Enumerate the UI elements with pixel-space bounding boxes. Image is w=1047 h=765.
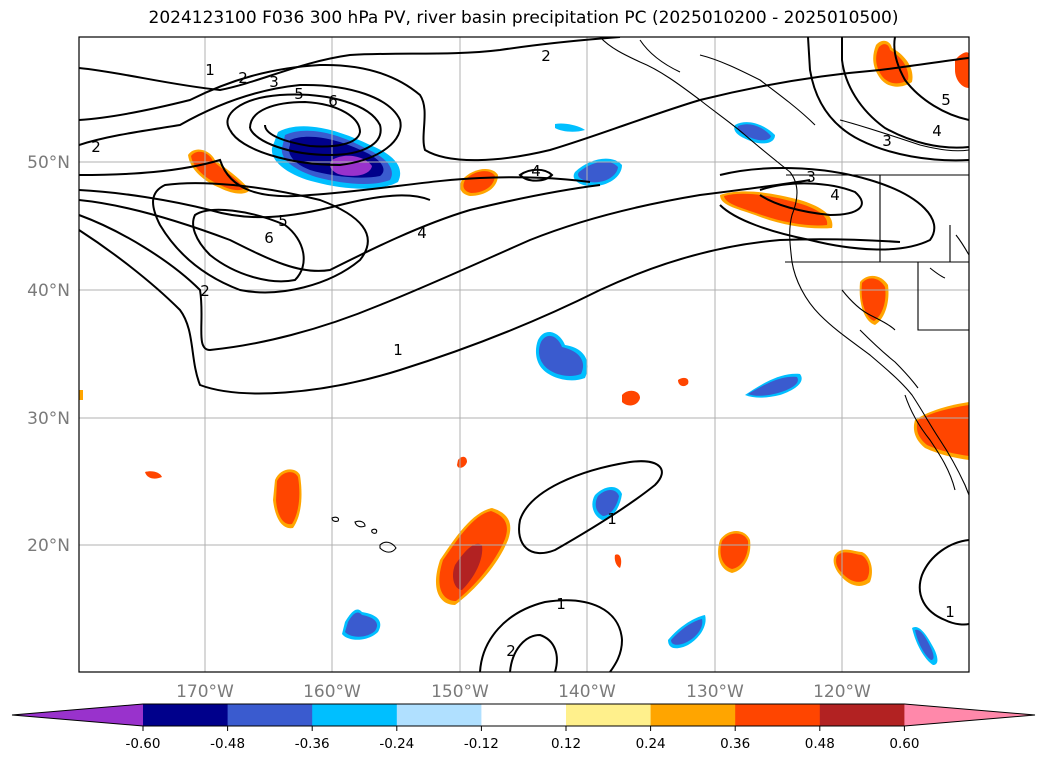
- latitude-labels: 50°N 40°N 30°N 20°N: [27, 153, 70, 556]
- lon-label: 150°W: [431, 682, 489, 702]
- map-title: 2024123100 F036 300 hPa PV, river basin …: [148, 8, 899, 28]
- colorbar-segment: [481, 704, 567, 726]
- colorbar-tick-label: 0.24: [636, 736, 666, 752]
- colorbar-segment: [566, 704, 652, 726]
- lon-label: 170°W: [176, 682, 234, 702]
- lon-label: 120°W: [813, 682, 871, 702]
- colorbar-tick-label: -0.12: [464, 736, 499, 752]
- lon-label: 140°W: [558, 682, 616, 702]
- colorbar-tick-label: 0.60: [889, 736, 919, 752]
- colorbar-tick-label: -0.60: [126, 736, 161, 752]
- contour-label: 4: [531, 162, 541, 180]
- colorbar-segment: [650, 704, 736, 726]
- plot-frame: [78, 36, 970, 673]
- colorbar-tick-label: 0.48: [805, 736, 835, 752]
- colorbar-segment: [735, 704, 821, 726]
- contour-label: 2: [541, 47, 551, 65]
- colorbar-extend-max: [904, 704, 1035, 726]
- graticule: [79, 37, 969, 672]
- contour-label: 4: [830, 186, 840, 204]
- plot-area: [79, 37, 969, 672]
- contour-label: 1: [393, 341, 403, 359]
- contour-label: 1: [556, 595, 566, 613]
- colorbar-tick-label: -0.48: [210, 736, 245, 752]
- contour-label: 2: [506, 642, 516, 660]
- contour-label: 3: [269, 73, 279, 91]
- contour-label: 2: [200, 282, 210, 300]
- contour-label: 5: [278, 212, 288, 230]
- contour-label: 2: [238, 69, 248, 87]
- coastlines: [331, 37, 969, 553]
- lat-label: 40°N: [27, 281, 70, 301]
- lat-label: 20°N: [27, 536, 70, 556]
- contour-label: 3: [806, 168, 816, 186]
- colorbar-segment: [396, 704, 482, 726]
- contour-label: 1: [945, 603, 955, 621]
- contour-label: 3: [882, 132, 892, 150]
- contour-label: 5: [294, 85, 304, 103]
- colorbar: -0.60 -0.48 -0.36 -0.24 -0.12 0.12 0.24 0.36 0.4…: [11, 703, 1036, 752]
- colorbar-tick-label: -0.36: [295, 736, 330, 752]
- colorbar-tick-label: 0.12: [551, 736, 581, 752]
- contour-label: 1: [607, 510, 617, 528]
- colorbar-extend-min: [12, 704, 143, 726]
- colorbar-tick-label: -0.24: [379, 736, 414, 752]
- contour-label: 6: [328, 92, 338, 110]
- contour-label: 4: [932, 122, 942, 140]
- pv-contour-labels: 1 2 3 5 6 2 5 6 4 4 1 2 2 4 5 3 4 3 1 1 …: [91, 47, 955, 660]
- contour-label: 1: [205, 61, 215, 79]
- lat-label: 30°N: [27, 409, 70, 429]
- colorbar-segment: [143, 704, 229, 726]
- colorbar-segment: [227, 704, 313, 726]
- colorbar-segment: [819, 704, 905, 726]
- colorbar-segment: [312, 704, 398, 726]
- lat-label: 50°N: [27, 153, 70, 173]
- lon-label: 130°W: [686, 682, 744, 702]
- longitude-labels: 170°W 160°W 150°W 140°W 130°W 120°W: [176, 682, 871, 702]
- contour-label: 6: [264, 229, 274, 247]
- colorbar-tick-label: 0.36: [720, 736, 750, 752]
- pv-contours: [79, 37, 969, 672]
- contour-label: 5: [941, 91, 951, 109]
- contour-label: 4: [417, 224, 427, 242]
- lon-label: 160°W: [303, 682, 361, 702]
- contour-label: 2: [91, 138, 101, 156]
